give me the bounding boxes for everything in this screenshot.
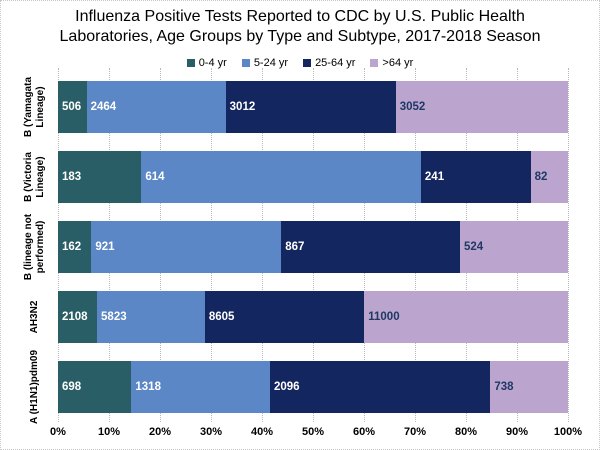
bar-segment: 506 xyxy=(58,81,87,133)
legend-label: 0-4 yr xyxy=(198,57,227,69)
legend-label: 5-24 yr xyxy=(253,57,289,69)
bar-segment: 867 xyxy=(281,221,460,273)
bar-value-label: 162 xyxy=(62,241,82,253)
chart-title-text: Influenza Positive Tests Reported to CDC… xyxy=(59,8,541,45)
bar-value-label: 3012 xyxy=(229,101,256,113)
bar-value-label: 506 xyxy=(62,101,82,113)
x-axis-tick-label: 0% xyxy=(50,426,66,438)
gridline xyxy=(568,68,569,422)
bar-segment: 241 xyxy=(420,151,531,203)
bar-segment: 11000 xyxy=(364,291,568,343)
legend-label: 25-64 yr xyxy=(315,57,356,69)
legend: 0-4 yr 5-24 yr 25-64 yr >64 yr xyxy=(1,56,599,70)
bar-value-label: 921 xyxy=(95,241,115,253)
bar-segment: 8605 xyxy=(204,291,365,343)
bar-value-label: 524 xyxy=(463,241,484,253)
bar-value-label: 241 xyxy=(424,171,445,183)
bar-value-label: 614 xyxy=(145,171,165,183)
y-axis-label: A (H1N1)pdm09 xyxy=(29,349,40,425)
bar-value-label: 5823 xyxy=(101,311,127,323)
legend-label: >64 yr xyxy=(382,57,414,69)
plot-area: 506 2464 3012 3052 183 614 241 82 162 921 867 524 21… xyxy=(58,68,569,422)
bar-segment: 698 xyxy=(58,361,132,413)
chart-title: Influenza Positive Tests Reported to CDC… xyxy=(1,7,599,47)
bar-segment: 162 xyxy=(58,221,92,273)
stacked-bar: 183 614 241 82 xyxy=(58,151,568,203)
bar-segment: 2096 xyxy=(269,361,491,413)
legend-color-swatch xyxy=(241,59,250,67)
legend-item: 0-4 yr xyxy=(186,57,227,69)
bar-segment: 738 xyxy=(490,361,568,413)
x-axis-tick-label: 60% xyxy=(352,426,376,438)
bar-value-label: 698 xyxy=(62,381,82,393)
x-axis-tick-label: 100% xyxy=(553,426,583,438)
x-axis-tick-label: 70% xyxy=(403,426,427,438)
stacked-bar: 698 1318 2096 738 xyxy=(58,361,568,413)
y-axis-label-box: A (H1N1)pdm09 xyxy=(13,350,57,424)
bar-row: 698 1318 2096 738 xyxy=(58,352,568,422)
bar-value-label: 2096 xyxy=(273,381,300,393)
legend-item: 25-64 yr xyxy=(303,57,355,69)
bar-segment: 3012 xyxy=(225,81,396,133)
x-axis-tick-label: 40% xyxy=(250,426,274,438)
legend-color-swatch xyxy=(370,59,379,67)
bar-segment: 183 xyxy=(58,151,142,203)
bar-value-label: 1318 xyxy=(135,381,161,393)
y-axis-label-box: B (Victoria Lineage) xyxy=(13,142,57,212)
stacked-bar: 162 921 867 524 xyxy=(58,221,568,273)
bar-value-label: 738 xyxy=(494,381,514,393)
bar-segment: 614 xyxy=(141,151,421,203)
y-axis-label-box: AH3N2 xyxy=(13,282,57,352)
x-axis-tick-label: 20% xyxy=(148,426,172,438)
x-axis-tick-label: 30% xyxy=(199,426,223,438)
bar-row: 162 921 867 524 xyxy=(58,212,568,282)
x-axis-tick-label: 10% xyxy=(97,426,121,438)
bar-value-label: 2108 xyxy=(62,311,88,323)
y-axis-label-box: B (Yamagata Lineage) xyxy=(13,72,57,142)
bar-value-label: 2464 xyxy=(90,101,117,113)
x-axis-tick-label: 50% xyxy=(301,426,325,438)
bar-row: 2108 5823 8605 11000 xyxy=(58,282,568,352)
legend-item: >64 yr xyxy=(370,57,413,69)
bar-value-label: 183 xyxy=(62,171,82,183)
bar-segment: 5823 xyxy=(97,291,205,343)
x-axis-tick-label: 90% xyxy=(505,426,529,438)
bar-segment: 2108 xyxy=(58,291,98,343)
bar-value-label: 11000 xyxy=(368,311,400,323)
bar-row: 506 2464 3012 3052 xyxy=(58,72,568,142)
bar-value-label: 8605 xyxy=(208,311,235,323)
x-axis-tick-label: 80% xyxy=(454,426,478,438)
bar-segment: 2464 xyxy=(86,81,226,133)
legend-color-swatch xyxy=(186,59,195,67)
bar-value-label: 867 xyxy=(285,241,305,253)
bar-segment: 524 xyxy=(459,221,568,273)
legend-color-swatch xyxy=(303,59,312,67)
y-axis-label-box: B (lineage not performed) xyxy=(13,212,57,282)
legend-item: 5-24 yr xyxy=(241,57,289,69)
bar-segment: 1318 xyxy=(131,361,270,413)
bar-segment: 921 xyxy=(91,221,282,273)
bar-value-label: 82 xyxy=(534,171,548,183)
bar-value-label: 3052 xyxy=(399,101,426,113)
bar-segment: 82 xyxy=(530,151,568,203)
stacked-bar: 506 2464 3012 3052 xyxy=(58,81,568,133)
bar-row: 183 614 241 82 xyxy=(58,142,568,212)
bar-segment: 3052 xyxy=(395,81,568,133)
stacked-bar: 2108 5823 8605 11000 xyxy=(58,291,568,343)
